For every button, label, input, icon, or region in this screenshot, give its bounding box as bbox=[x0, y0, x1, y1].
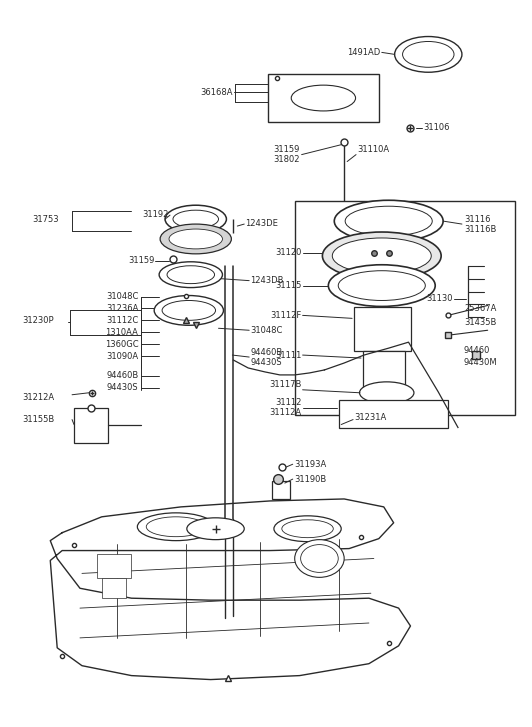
Ellipse shape bbox=[159, 262, 222, 288]
Ellipse shape bbox=[160, 224, 231, 254]
Text: 1310AA: 1310AA bbox=[105, 328, 138, 337]
Text: 31111: 31111 bbox=[275, 350, 302, 360]
Ellipse shape bbox=[328, 265, 435, 307]
Ellipse shape bbox=[169, 229, 222, 249]
Text: 31115: 31115 bbox=[275, 281, 302, 290]
Ellipse shape bbox=[295, 539, 344, 577]
Text: 31048C: 31048C bbox=[106, 292, 138, 301]
Text: 31130: 31130 bbox=[427, 294, 453, 303]
Ellipse shape bbox=[187, 518, 244, 539]
Text: 94460: 94460 bbox=[464, 345, 491, 355]
Text: 36168A: 36168A bbox=[200, 87, 232, 97]
Text: 31112: 31112 bbox=[275, 398, 302, 407]
Text: 31435B: 31435B bbox=[464, 318, 496, 327]
Ellipse shape bbox=[334, 200, 443, 242]
Text: 94460B: 94460B bbox=[106, 371, 138, 380]
Text: 31117B: 31117B bbox=[269, 380, 302, 390]
Ellipse shape bbox=[345, 206, 432, 236]
Bar bbox=[272, 481, 290, 499]
Ellipse shape bbox=[291, 85, 355, 111]
Text: 31112F: 31112F bbox=[270, 311, 302, 320]
Text: 31116: 31116 bbox=[464, 214, 491, 224]
Polygon shape bbox=[51, 499, 411, 680]
Text: 31236A: 31236A bbox=[106, 304, 138, 313]
Ellipse shape bbox=[338, 270, 425, 300]
Text: 31090A: 31090A bbox=[106, 352, 138, 361]
Text: 31212A: 31212A bbox=[22, 393, 55, 402]
Ellipse shape bbox=[403, 41, 454, 68]
Ellipse shape bbox=[332, 238, 431, 273]
Text: 94430S: 94430S bbox=[107, 383, 138, 393]
Bar bbox=[339, 400, 448, 427]
Text: 31112C: 31112C bbox=[106, 316, 138, 325]
Bar bbox=[97, 553, 131, 579]
Ellipse shape bbox=[173, 210, 219, 228]
Ellipse shape bbox=[154, 295, 223, 325]
Text: 94430S: 94430S bbox=[250, 358, 282, 366]
Text: 31048C: 31048C bbox=[250, 326, 282, 334]
Bar bbox=[74, 408, 107, 443]
Text: 31753: 31753 bbox=[32, 214, 59, 224]
Text: 94430M: 94430M bbox=[464, 358, 497, 366]
Text: 94460B: 94460B bbox=[250, 348, 282, 356]
Text: 31116B: 31116B bbox=[464, 225, 496, 233]
Bar bbox=[295, 201, 516, 414]
Ellipse shape bbox=[322, 232, 441, 280]
Text: 1491AD: 1491AD bbox=[347, 48, 381, 57]
Text: 31155B: 31155B bbox=[22, 415, 55, 424]
Text: 31192: 31192 bbox=[143, 209, 169, 219]
Text: 1360GC: 1360GC bbox=[105, 340, 138, 349]
Ellipse shape bbox=[162, 300, 215, 321]
Ellipse shape bbox=[137, 513, 214, 541]
Text: 25367A: 25367A bbox=[464, 304, 496, 313]
Ellipse shape bbox=[167, 266, 214, 284]
Text: 31190B: 31190B bbox=[295, 475, 327, 483]
Text: 31230P: 31230P bbox=[22, 316, 54, 325]
Ellipse shape bbox=[301, 545, 338, 572]
Bar bbox=[363, 351, 404, 393]
Text: 1243DB: 1243DB bbox=[250, 276, 284, 285]
Ellipse shape bbox=[360, 382, 414, 403]
Text: 31231A: 31231A bbox=[354, 413, 386, 422]
Text: 31193A: 31193A bbox=[295, 459, 327, 469]
Bar bbox=[102, 579, 127, 598]
Text: 31112A: 31112A bbox=[270, 408, 302, 417]
Text: 1243DE: 1243DE bbox=[245, 219, 278, 228]
Text: 31120: 31120 bbox=[275, 249, 302, 257]
Ellipse shape bbox=[282, 520, 333, 538]
Ellipse shape bbox=[274, 516, 341, 542]
Text: 31159: 31159 bbox=[273, 145, 300, 154]
Ellipse shape bbox=[214, 521, 242, 533]
Text: 31106: 31106 bbox=[423, 124, 450, 132]
Ellipse shape bbox=[146, 517, 206, 537]
Bar bbox=[268, 74, 379, 122]
Text: 31110A: 31110A bbox=[357, 145, 389, 154]
Ellipse shape bbox=[165, 205, 227, 233]
Bar bbox=[354, 308, 411, 351]
Ellipse shape bbox=[395, 36, 462, 72]
Text: 31802: 31802 bbox=[273, 155, 300, 164]
Text: 31159: 31159 bbox=[128, 257, 154, 265]
